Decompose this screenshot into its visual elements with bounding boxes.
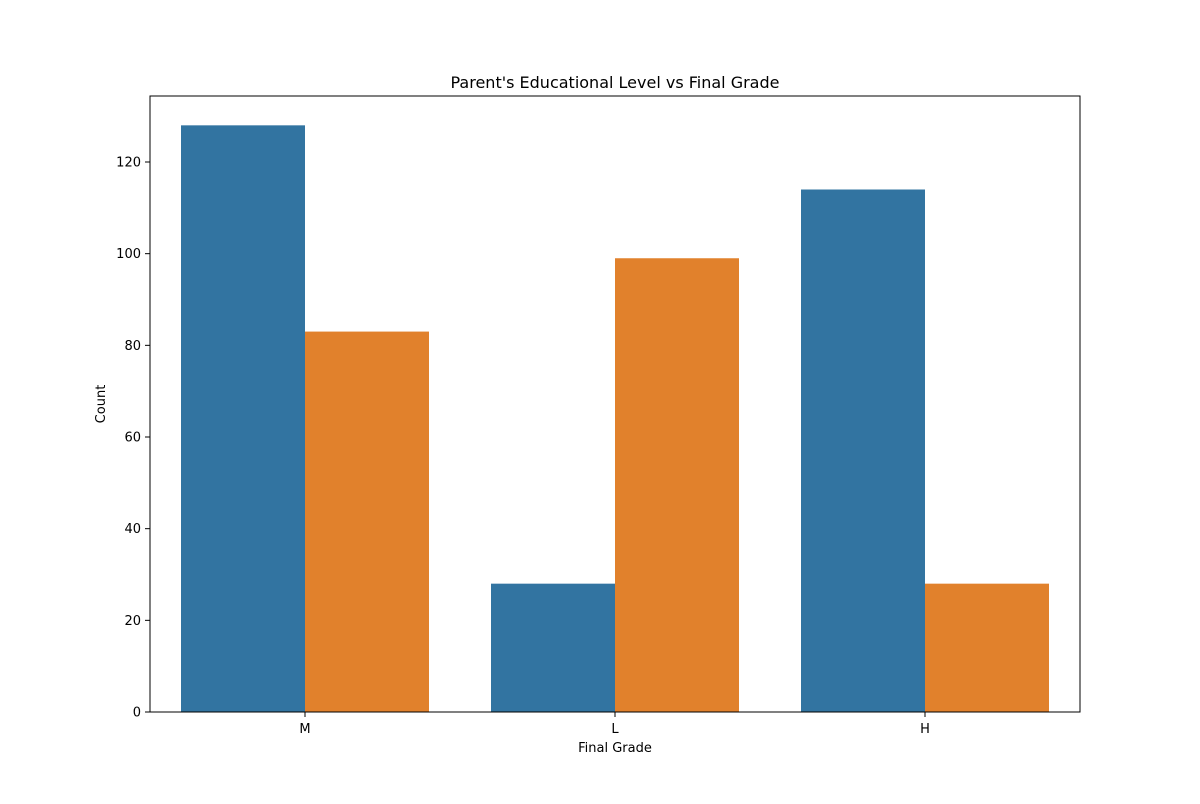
x-axis-label: Final Grade [578,741,652,756]
bars-layer [181,125,1049,713]
plot-frame [149,95,1081,713]
bar-H-series-2 [925,583,1049,712]
x-tick-label-H: H [920,722,930,737]
x-tick-label-L: L [611,722,619,737]
y-tick-label: 60 [124,431,141,446]
y-tick-label: 40 [124,522,141,537]
y-tick-label: 80 [124,339,141,354]
bar-M-series-2 [305,331,429,712]
y-axis-ticks: 0 20 40 60 80 100 120 [116,156,150,721]
x-tick-label-M: M [299,722,310,737]
y-tick-label: 120 [116,156,141,171]
y-tick-label: 100 [116,247,141,262]
bar-L-series-2 [615,258,739,712]
y-axis-label: Count [94,385,109,424]
bar-M-series-1 [181,125,305,713]
y-tick-label: 20 [124,614,141,629]
y-tick-label: 0 [133,706,141,721]
bar-L-series-1 [491,583,615,712]
chart-title: Parent's Educational Level vs Final Grad… [451,73,780,92]
bar-H-series-1 [801,189,925,712]
